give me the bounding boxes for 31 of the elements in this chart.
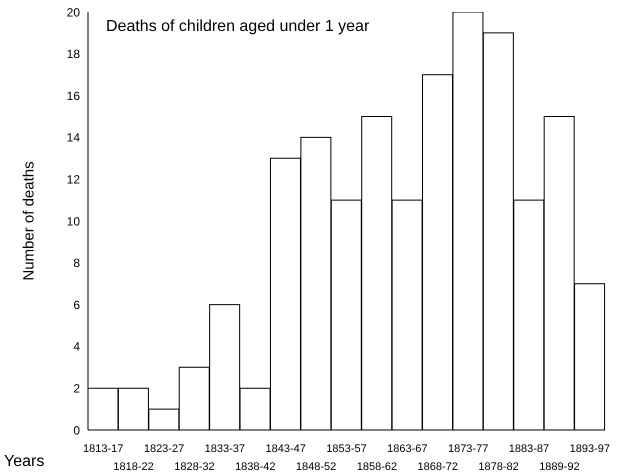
y-tick-label: 14 (66, 130, 80, 145)
x-tick-label: 1813-17 (83, 443, 124, 455)
x-tick-label: 1838-42 (235, 461, 276, 473)
x-tick-label: 1818-22 (113, 461, 154, 473)
x-tick-label: 1828-32 (174, 461, 215, 473)
x-axis-title: Years (4, 453, 44, 470)
x-tick-label: 1853-57 (326, 443, 367, 455)
y-tick-label: 18 (66, 47, 80, 62)
y-tick-label: 0 (73, 423, 80, 438)
x-tick-label: 1863-67 (387, 443, 428, 455)
x-tick-label: 1883-87 (508, 443, 550, 455)
x-tick-label: 1893-97 (570, 443, 610, 455)
x-tick-label: 1823-27 (144, 443, 184, 455)
y-tick-label: 16 (66, 88, 80, 103)
x-tick-label: 1873-77 (448, 443, 488, 455)
x-tick-label: 1868-72 (418, 461, 458, 473)
y-tick-label: 10 (66, 214, 80, 228)
y-tick-label: 8 (73, 256, 80, 270)
x-tick-label: 1848-52 (296, 461, 336, 473)
y-tick-label: 12 (66, 172, 80, 186)
x-tick-label: 1843-47 (265, 443, 306, 455)
y-tick-label: 6 (73, 298, 80, 312)
x-tick-label: 1858-62 (356, 461, 398, 473)
y-tick-label: 4 (73, 340, 80, 354)
x-tick-label: 1878-82 (478, 461, 519, 473)
y-axis-title: Number of deaths (20, 161, 38, 281)
y-tick-label: 2 (73, 381, 80, 396)
x-tick-label: 1833-37 (204, 443, 246, 455)
y-tick-label: 20 (66, 5, 80, 20)
chart-title: Deaths of children aged under 1 year (106, 18, 370, 36)
x-tick-label: 1889-92 (539, 461, 580, 473)
